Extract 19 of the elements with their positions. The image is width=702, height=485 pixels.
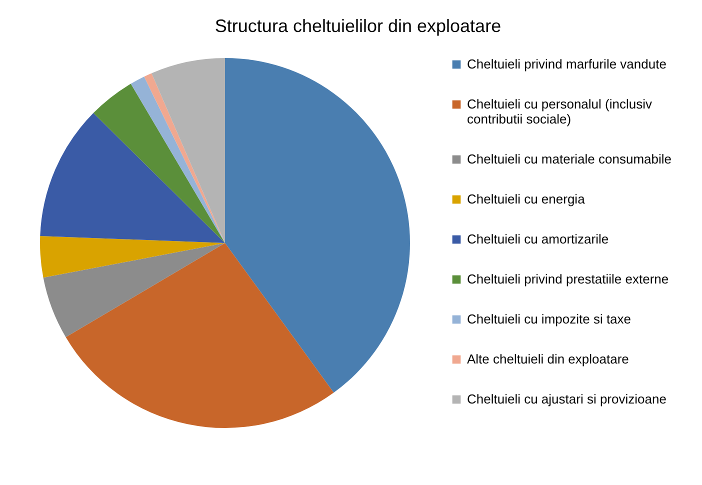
pie-slice [93,84,225,243]
legend-label: Cheltuieli cu personalul (inclusiv contributii sociale) [467,96,652,126]
legend-label: Cheltuieli cu ajustari si provizioane [467,392,666,406]
legend-label: Cheltuieli privind marfurile vandute [467,56,666,72]
legend-label: Cheltuieli privind prestatiile externe [467,272,669,286]
pie-slice [152,58,225,243]
legend-label: Alte cheltuieli din exploatare [467,352,629,366]
legend-label: Cheltuieli cu impozite si taxe [467,312,632,326]
legend-label: Cheltuieli cu amortizarile [467,232,609,246]
pie-slice [66,243,334,428]
pie-slice [130,76,225,243]
chart-title: Structura cheltuielilor din exploatare [214,16,502,36]
legend-label: Cheltuieli cu materiale consumabile [467,152,672,166]
pie-slice [144,73,225,243]
pie-slice [225,58,410,393]
pie-slice [40,113,225,243]
pie-slice [40,236,225,278]
legend-label: Cheltuieli cu energia [467,192,586,206]
pie-slice [43,243,225,338]
